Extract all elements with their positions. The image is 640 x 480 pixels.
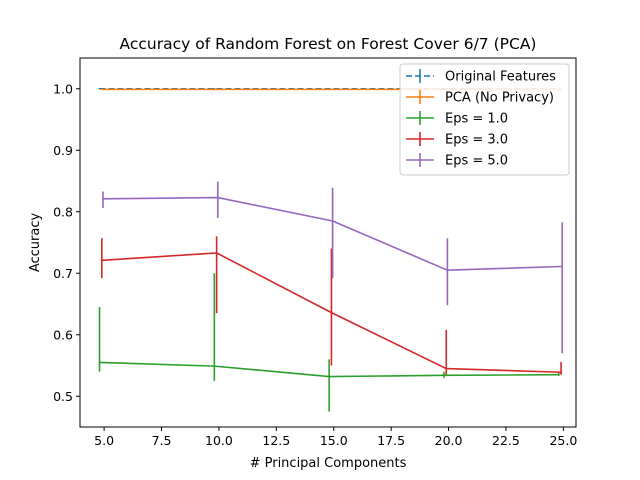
y-tick-label: 0.8 — [53, 204, 73, 219]
x-tick-label: 15.0 — [320, 433, 348, 448]
legend: Original Features PCA (No Privacy) Eps = 1… — [399, 63, 570, 176]
x-tick-label: 22.5 — [492, 433, 520, 448]
x-tick-label: 25.0 — [549, 433, 577, 448]
y-tick-label: 0.7 — [53, 266, 73, 281]
data-point — [215, 88, 218, 91]
y-axis-label: Accuracy — [28, 213, 43, 273]
series-4 — [102, 181, 564, 354]
data-point — [560, 371, 562, 374]
legend-entry: Eps = 5.0 — [445, 154, 508, 169]
y-tick-label: 0.5 — [53, 389, 73, 404]
data-point — [331, 220, 334, 222]
data-point — [215, 252, 218, 254]
chart-title: Accuracy of Random Forest on Forest Cove… — [120, 35, 537, 53]
data-point — [100, 88, 103, 91]
legend-box — [399, 63, 570, 176]
data-point — [213, 365, 216, 368]
legend-entry: Original Features — [445, 70, 556, 85]
y-tick-label: 0.9 — [53, 143, 73, 158]
x-tick-label: 7.5 — [152, 433, 172, 448]
legend-entry: Eps = 3.0 — [445, 133, 508, 148]
data-point — [330, 311, 333, 314]
data-point — [330, 88, 333, 91]
data-point — [102, 197, 104, 200]
data-point — [328, 375, 331, 378]
x-tick-label: 20.0 — [435, 433, 463, 448]
data-point — [98, 361, 101, 364]
data-point — [557, 373, 560, 376]
data-point — [445, 367, 448, 370]
x-tick-label: 10.0 — [205, 433, 233, 448]
data-point — [100, 259, 103, 262]
data-point — [216, 196, 219, 199]
legend-entry: PCA (No Privacy) — [445, 91, 554, 106]
data-point — [443, 374, 445, 377]
series-3 — [100, 236, 562, 375]
x-axis-label: # Principal Components — [250, 456, 407, 471]
x-tick-label: 17.5 — [377, 433, 405, 448]
x-tick-label: 5.0 — [94, 433, 114, 448]
legend-entry: Eps = 1.0 — [445, 112, 508, 127]
x-tick-label: 12.5 — [262, 433, 290, 448]
plot-frame — [79, 57, 577, 428]
series-2 — [98, 273, 560, 412]
axis-ticks: 5.0 7.5 10.0 12.5 15.0 17.5 20.0 22.5 25.0 0.5 0.6… — [53, 81, 577, 448]
y-tick-label: 0.6 — [53, 327, 73, 342]
data-point — [98, 87, 101, 90]
y-tick-label: 1.0 — [53, 81, 73, 96]
data-point — [446, 269, 449, 272]
data-point — [561, 265, 564, 268]
